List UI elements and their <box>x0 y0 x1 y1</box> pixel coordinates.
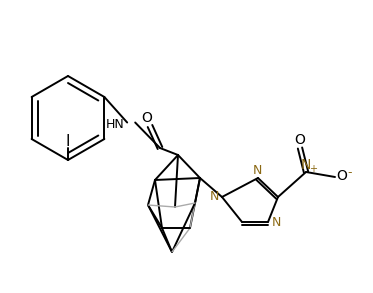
Text: N: N <box>271 217 281 229</box>
Text: N: N <box>301 158 311 172</box>
Text: I: I <box>66 134 70 149</box>
Text: N: N <box>252 164 262 178</box>
Text: N: N <box>209 190 219 202</box>
Text: HN: HN <box>106 118 124 131</box>
Text: O: O <box>336 169 347 183</box>
Text: O: O <box>142 111 153 125</box>
Text: O: O <box>295 133 305 147</box>
Text: +: + <box>309 164 317 174</box>
Text: -: - <box>348 166 352 180</box>
